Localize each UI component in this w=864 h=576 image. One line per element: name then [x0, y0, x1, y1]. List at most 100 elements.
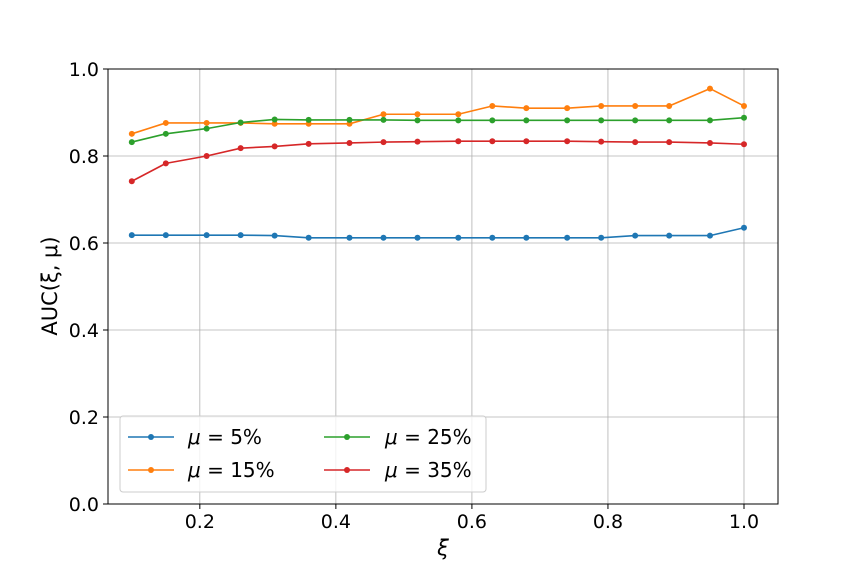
x-tick-label: 1.0 — [729, 511, 759, 533]
series-2-line — [131, 87, 745, 135]
series-1-point — [523, 234, 530, 241]
series-3-point — [455, 117, 462, 124]
series-4-point — [162, 160, 169, 167]
series-4-point — [666, 139, 673, 146]
series-4-point — [598, 138, 605, 145]
series-3-point — [380, 116, 387, 123]
series-1-point — [237, 232, 244, 239]
series-2 — [128, 85, 747, 137]
series-2-point — [271, 120, 278, 127]
x-tick-label: 0.8 — [593, 511, 623, 533]
series-4-point — [564, 138, 571, 145]
x-tick-label: 0.4 — [321, 511, 351, 533]
series-2-point — [380, 111, 387, 118]
legend: μ = 5% μ = 15% μ = 25% μ = 35% — [119, 415, 487, 493]
series-2-point — [523, 105, 530, 112]
series-2-point — [162, 119, 169, 126]
series-4-point — [489, 138, 496, 145]
legend-item-series-4: μ = 35% — [324, 458, 472, 482]
y-axis-label: AUC(ξ, μ) — [38, 236, 62, 335]
legend-label-series-1: μ = 5% — [187, 425, 262, 449]
series-4-point — [523, 138, 530, 145]
y-tick-label: 0.6 — [69, 233, 99, 255]
plot-frame — [107, 68, 779, 505]
series-1-point — [666, 232, 673, 239]
series-4-point — [203, 153, 210, 159]
series-4-point — [380, 139, 387, 146]
y-tick-label: 0.0 — [69, 494, 99, 516]
series-3-point — [162, 130, 169, 137]
x-tick-label: 0.2 — [185, 511, 215, 533]
legend-box — [119, 415, 487, 493]
series-3-point — [128, 139, 135, 146]
series-1-point — [706, 232, 713, 239]
series-1-point — [346, 234, 353, 241]
series-4-point — [271, 143, 278, 150]
legend-label-series-3: μ = 25% — [384, 425, 472, 449]
axis-ticks: 0.2 0.4 0.6 0.8 1.0 0.0 0.2 0.4 0.6 0.8 1.0 — [69, 59, 759, 533]
series-3-point — [489, 117, 496, 124]
series-1-point — [128, 232, 135, 239]
series-2-point — [203, 119, 210, 126]
series-2-point — [598, 102, 605, 109]
series-1-point — [271, 232, 278, 239]
legend-label-series-2: μ = 15% — [187, 458, 275, 482]
legend-marker-series-3 — [344, 434, 350, 440]
series-4-point — [305, 140, 312, 147]
series-3-point — [305, 116, 312, 123]
series-1-point — [203, 232, 210, 239]
series-3-point — [666, 117, 673, 124]
series-3-point — [346, 116, 353, 123]
legend-marker-series-4 — [344, 467, 350, 473]
y-tick-label: 0.4 — [69, 320, 99, 342]
series-3-point — [740, 114, 747, 121]
series-3-point — [706, 117, 713, 124]
series-1-point — [489, 234, 496, 241]
series-layer — [128, 85, 747, 241]
series-3-point — [237, 119, 244, 126]
series-1-point — [414, 234, 421, 241]
series-2-point — [564, 105, 571, 112]
series-3-point — [564, 117, 571, 124]
series-2-point — [666, 102, 673, 109]
series-4-point — [632, 139, 639, 146]
x-tick-label: 0.6 — [457, 511, 487, 533]
series-4-point — [455, 138, 462, 145]
series-1-point — [740, 224, 747, 231]
series-1-point — [564, 234, 571, 241]
y-tick-label: 1.0 — [69, 59, 99, 81]
legend-label-series-4: μ = 35% — [384, 458, 472, 482]
series-2-point — [632, 102, 639, 109]
series-1-point — [455, 234, 462, 241]
series-2-point — [706, 85, 713, 92]
series-2-point — [128, 130, 135, 137]
series-4-point — [346, 139, 353, 146]
y-tick-label: 0.2 — [69, 407, 99, 429]
legend-marker-series-1 — [148, 434, 154, 440]
series-1-point — [632, 232, 639, 239]
legend-item-series-3: μ = 25% — [324, 425, 472, 449]
legend-marker-series-2 — [148, 467, 154, 473]
series-4-point — [740, 141, 747, 148]
y-tick-label: 0.8 — [69, 146, 99, 168]
series-3-point — [271, 116, 278, 123]
series-2-point — [455, 111, 462, 118]
series-1-point — [305, 234, 312, 241]
series-4-line — [131, 140, 745, 182]
legend-item-series-2: μ = 15% — [128, 458, 275, 482]
series-2-point — [740, 102, 747, 109]
series-2-point — [489, 102, 496, 109]
series-1-point — [162, 232, 169, 239]
series-3-point — [203, 125, 210, 132]
series-4-point — [706, 139, 713, 146]
series-1 — [128, 224, 747, 241]
series-3-line — [131, 116, 745, 143]
series-4 — [128, 138, 747, 185]
series-3-point — [523, 117, 530, 124]
series-3-point — [598, 117, 605, 124]
series-3-point — [414, 117, 421, 124]
series-3 — [128, 114, 747, 146]
series-4-point — [237, 145, 244, 152]
series-3-point — [632, 117, 639, 124]
